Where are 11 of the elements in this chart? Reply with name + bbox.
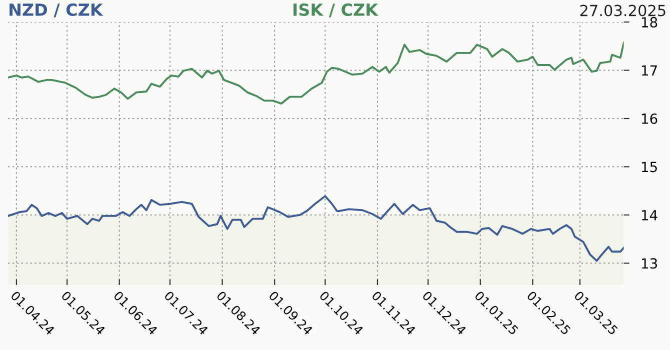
y-tick-label: 13 [642,258,657,269]
y-tick-label: 15 [642,162,657,172]
y-tick-label: 17 [642,65,657,76]
text: 27.03.2025 [580,4,666,16]
y-tick-label: 16 [642,113,658,124]
y-tick-label: 18 [642,17,658,28]
line-series [8,195,624,262]
y-tick-label: 14 [642,210,658,220]
text: ISK / CZK [294,3,379,18]
text: NZD / CZK [10,3,104,18]
line-series [8,42,624,105]
